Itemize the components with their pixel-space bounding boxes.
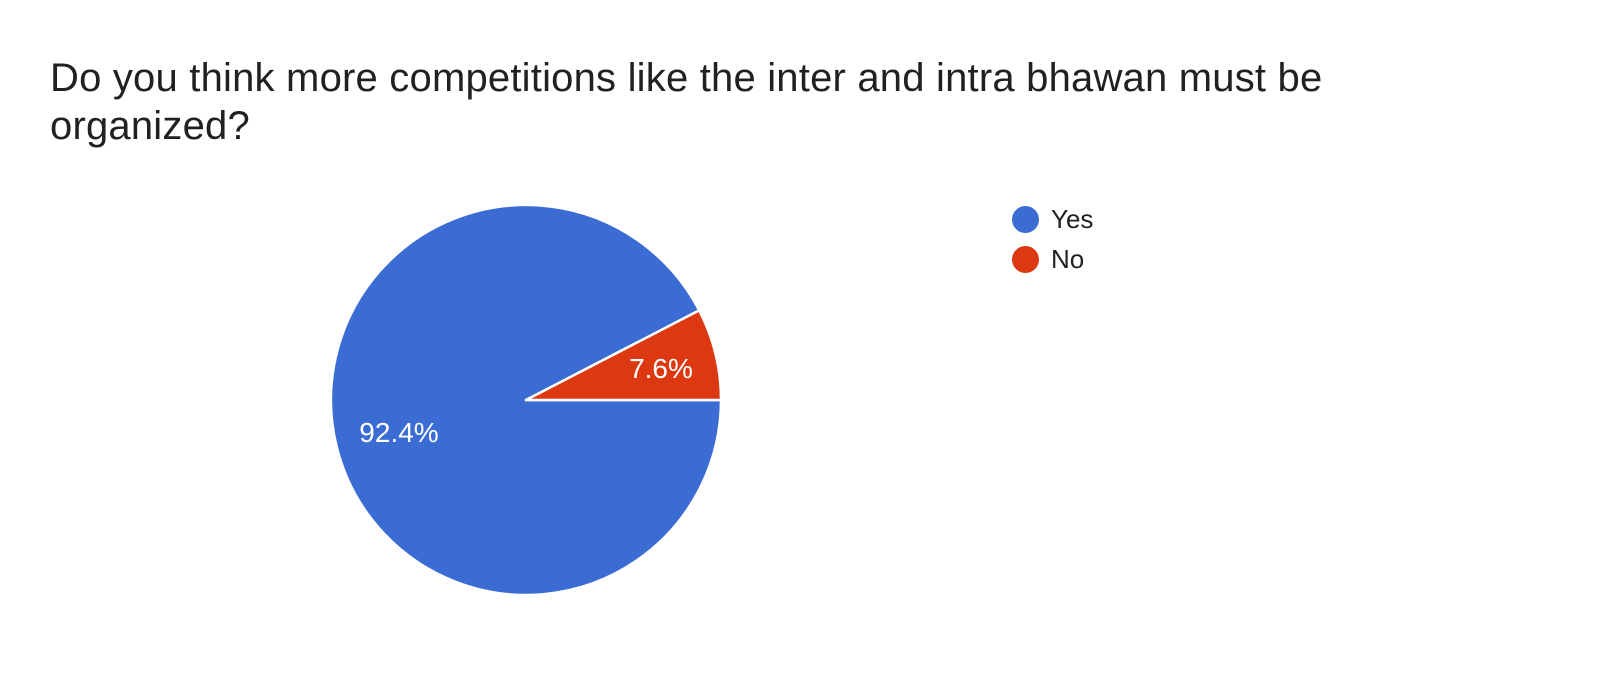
legend-item-no: No — [1012, 239, 1093, 279]
pie-slice-no — [524, 309, 723, 402]
legend-swatch-no-icon — [1012, 245, 1039, 273]
chart-legend: Yes No — [1012, 199, 1093, 279]
legend-label-yes: Yes — [1051, 203, 1094, 234]
legend-item-yes: Yes — [1012, 199, 1093, 239]
legend-label-no: No — [1051, 243, 1085, 274]
chart-title: Do you think more competitions like the … — [50, 56, 1323, 148]
pie-slice-label-no: 7.6% — [629, 353, 693, 384]
pie-slice-label-yes: 92.4% — [359, 417, 438, 448]
legend-swatch-yes-icon — [1012, 205, 1039, 233]
